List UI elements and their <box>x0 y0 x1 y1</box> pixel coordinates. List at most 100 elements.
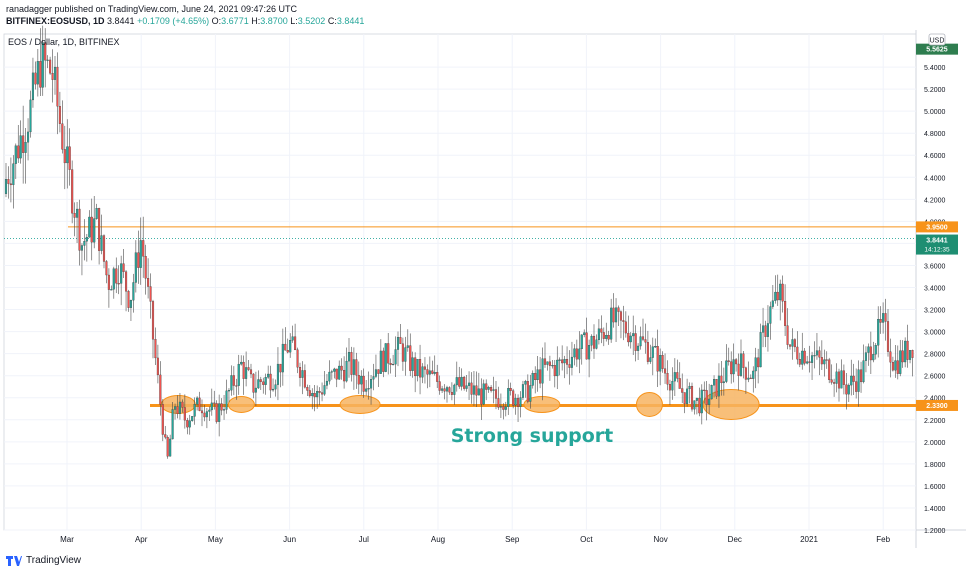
y-tick-label: 5.2000 <box>924 87 946 94</box>
candle-body <box>176 406 179 414</box>
currency-badge: USD <box>928 33 946 46</box>
candle-body <box>325 380 328 386</box>
candle-body <box>289 340 292 353</box>
candle-body <box>566 358 569 365</box>
candle-body <box>882 313 885 323</box>
y-tick-label: 3.0000 <box>924 330 946 337</box>
candle-body <box>220 403 223 411</box>
candle-body <box>12 163 15 186</box>
candle-body <box>864 352 867 361</box>
candle-body <box>612 307 615 323</box>
candle-body <box>431 370 434 374</box>
candle-body <box>41 42 44 88</box>
candle-body <box>502 406 505 410</box>
price-label-text: 3.8441 <box>926 238 948 245</box>
brand-label: TradingView <box>26 555 82 566</box>
candle-body <box>717 375 720 397</box>
candle-body <box>521 384 524 398</box>
candle-body <box>860 369 863 383</box>
candle-body <box>610 307 613 340</box>
candle-body <box>107 274 110 290</box>
candle-body <box>355 359 358 376</box>
candle-body <box>161 404 164 435</box>
candle-body <box>66 146 69 164</box>
candle-body <box>259 379 262 382</box>
support-ellipse <box>635 391 663 417</box>
candle-body <box>651 346 654 358</box>
candle-body <box>597 328 600 341</box>
candle-body <box>850 375 853 386</box>
candle-body <box>406 345 409 348</box>
candle-body <box>76 208 79 218</box>
low-label: L: <box>290 16 298 26</box>
candle-body <box>237 363 240 386</box>
candle-body <box>627 332 630 343</box>
candle-body <box>541 358 544 384</box>
candle-body <box>909 350 912 360</box>
symbol-line: BITFINEX:EOSUSD, 1D 3.8441 +0.1709 (+4.6… <box>6 15 364 27</box>
candle-body <box>828 359 831 380</box>
candle-body <box>867 346 870 353</box>
candle-body <box>411 357 414 371</box>
candle-body <box>771 300 774 307</box>
candle-body <box>901 350 904 363</box>
candle-body <box>688 385 691 390</box>
candle-body <box>303 370 306 388</box>
candle-body <box>465 385 468 389</box>
candle-body <box>139 240 142 268</box>
candle-body <box>889 351 892 363</box>
candle-body <box>475 385 478 396</box>
candle-body <box>526 381 529 402</box>
candle-body <box>580 334 583 350</box>
candle-body <box>372 376 375 380</box>
candle-body <box>210 402 213 411</box>
candle-body <box>286 350 289 353</box>
candle-body <box>313 393 316 398</box>
candle-body <box>404 347 407 362</box>
candle-body <box>869 346 872 361</box>
candle-body <box>539 369 542 384</box>
candle-body <box>705 390 708 405</box>
candle-body <box>281 343 284 373</box>
candle-body <box>387 343 390 364</box>
candle-body <box>31 72 34 101</box>
candle-body <box>88 216 91 238</box>
candle-body <box>455 377 458 386</box>
x-tick-label: Mar <box>60 535 74 544</box>
candle-body <box>100 235 103 251</box>
candle-body <box>815 350 818 356</box>
candle-body <box>24 142 27 153</box>
candle-body <box>524 381 527 385</box>
candle-body <box>166 437 169 457</box>
candle-body <box>904 340 907 363</box>
candle-body <box>240 361 243 365</box>
candle-body <box>487 387 490 390</box>
candle-body <box>39 61 42 88</box>
open-value: 3.6771 <box>221 16 249 26</box>
candle-body <box>426 369 429 375</box>
candle-body <box>617 307 620 312</box>
price-axis: 5.4000 5.2000 5.0000 4.8000 4.6000 4.4000 4.20… <box>924 65 946 535</box>
close-value: 3.8441 <box>336 16 365 26</box>
candle-body <box>632 333 635 337</box>
candle-body <box>588 345 591 360</box>
candle-body <box>852 375 855 382</box>
candle-body <box>323 385 326 395</box>
candle-body <box>551 365 554 367</box>
candle-body <box>222 409 226 411</box>
candles <box>4 25 914 459</box>
candle-body <box>252 373 255 393</box>
candle-body <box>845 384 848 395</box>
candle-body <box>294 336 297 351</box>
candle-body <box>911 350 914 358</box>
tradingview-logo-icon <box>6 555 22 566</box>
candle-body <box>154 339 157 359</box>
candle-body <box>142 240 145 257</box>
low-value: 3.5202 <box>297 16 326 26</box>
candle-body <box>384 343 387 372</box>
candle-body <box>399 337 402 344</box>
candle-body <box>352 359 355 375</box>
candle-body <box>301 370 304 378</box>
candle-body <box>149 286 152 302</box>
